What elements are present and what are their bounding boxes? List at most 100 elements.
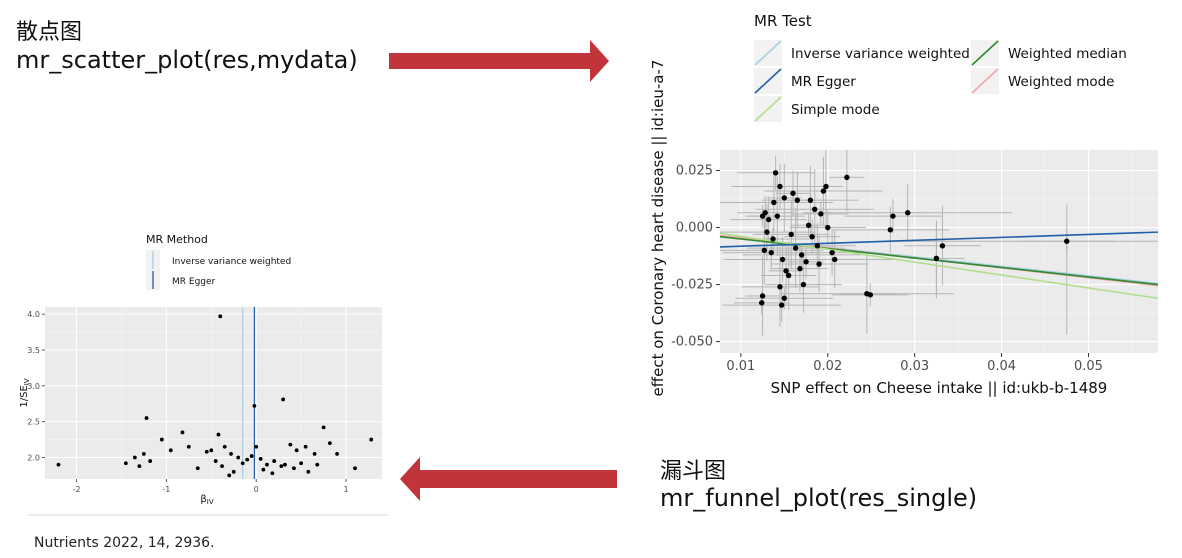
funnel-title-cn: 漏斗图 [660, 459, 727, 484]
scatter-y-tick-label: 0.000 [676, 221, 713, 236]
funnel-point [315, 462, 320, 467]
scatter-legend-key-line [971, 40, 999, 66]
funnel-vertical-lines [242, 307, 255, 479]
scatter-legend-key-line [754, 96, 782, 122]
funnel-legend-label: Inverse variance weighted [172, 257, 291, 267]
scatter-point [823, 183, 829, 190]
funnel-point [353, 466, 357, 471]
funnel-point [306, 469, 311, 474]
funnel-point [144, 416, 149, 420]
funnel-point [213, 459, 218, 463]
scatter-point [764, 229, 770, 235]
scatter-point [890, 213, 896, 219]
funnel-point [254, 444, 259, 449]
funnel-point [204, 449, 209, 454]
funnel-point [281, 397, 286, 402]
funnel-point [195, 466, 200, 471]
scatter-legend-key-line [754, 40, 782, 66]
scatter-point [772, 170, 779, 176]
funnel-point [249, 454, 254, 458]
scatter-point [933, 255, 940, 262]
funnel-y-tick-label: 4.0 [27, 310, 40, 319]
funnel-legend-label: MR Egger [172, 277, 216, 287]
scatter-x-ticks: 0.01 0.02 0.03 0.04 0.05 [726, 353, 1103, 374]
funnel-y-tick-label: 2.5 [27, 418, 40, 427]
funnel-point [236, 455, 241, 460]
scatter-point [887, 227, 894, 233]
funnel-point [231, 469, 236, 474]
scatter-point [777, 183, 783, 190]
funnel-point [270, 471, 275, 476]
scatter-x-tick-label: 0.05 [1074, 359, 1103, 374]
scatter-x-tick-label: 0.04 [987, 359, 1016, 374]
scatter-point [1064, 238, 1070, 244]
scatter-point [844, 174, 850, 181]
funnel-point [312, 452, 317, 456]
scatter-line-mr-egger [719, 231, 1159, 248]
funnel-points [56, 314, 374, 478]
scatter-point [797, 265, 803, 272]
funnel-point [294, 448, 299, 453]
funnel-x-tick-label: -1 [162, 485, 170, 494]
funnel-point [258, 457, 263, 461]
scatter-point [779, 256, 786, 263]
scatter-legend-title: MR Test [754, 12, 812, 30]
scatter-y-tick-label: 0.025 [676, 164, 713, 179]
scatter-point [794, 197, 801, 203]
scatter-legend-label: Weighted mode [1008, 74, 1114, 90]
scatter-point [800, 281, 807, 288]
funnel-point [186, 444, 191, 449]
funnel-point [265, 462, 269, 467]
scatter-point [765, 216, 772, 223]
funnel-point [299, 461, 304, 466]
funnel-point [209, 448, 214, 453]
funnel-panel-background [45, 307, 382, 479]
scatter-point [829, 249, 835, 256]
funnel-point [272, 459, 277, 463]
scatter-point [809, 233, 815, 240]
funnel-code-caption: mr_funnel_plot(res_single) [660, 484, 978, 512]
funnel-point [168, 448, 173, 453]
scatter-legend-key-line [971, 68, 999, 94]
funnel-x-tick-label: 1 [344, 485, 349, 494]
scatter-point [770, 236, 776, 242]
scatter-x-tick-label: 0.01 [726, 359, 755, 374]
scatter-legend-label: Inverse variance weighted [791, 46, 970, 62]
scatter-point [867, 292, 874, 298]
funnel-point [245, 457, 250, 462]
scatter-y-axis-label: effect on Coronary heart disease || id:i… [649, 60, 667, 397]
funnel-point [335, 452, 339, 456]
scatter-point [759, 293, 766, 299]
funnel-legend: MR Method Inverse variance weighted MR Egg… [146, 233, 291, 290]
funnel-x-tick-label: 0 [254, 485, 259, 494]
funnel-point [288, 442, 293, 447]
scatter-point [798, 252, 805, 258]
funnel-y-tick-label: 3.5 [27, 346, 40, 355]
funnel-point [227, 473, 232, 478]
scatter-points [759, 170, 1070, 308]
funnel-grid [45, 307, 382, 479]
funnel-point [369, 437, 374, 442]
scatter-point [783, 268, 789, 274]
funnel-point [180, 430, 185, 435]
scatter-point [814, 243, 821, 249]
funnel-point [292, 466, 296, 471]
funnel-point [261, 467, 266, 472]
source-citation: Nutrients 2022, 14, 2936. [34, 535, 215, 551]
scatter-legend-key-line [754, 68, 782, 94]
funnel-point [123, 461, 128, 466]
scatter-point [788, 231, 794, 238]
funnel-point [321, 425, 326, 430]
funnel-legend-title: MR Method [146, 233, 208, 246]
scatter-point [905, 210, 911, 216]
scatter-title-cn: 散点图 [16, 20, 83, 45]
scatter-point [774, 213, 781, 219]
funnel-y-axis-label: 1/SEIV [19, 378, 31, 407]
scatter-point [785, 272, 792, 279]
funnel-point [279, 464, 284, 468]
funnel-point [252, 404, 257, 408]
funnel-x-ticks: -2 -1 0 1 [72, 479, 349, 494]
funnel-y-tick-label: 2.0 [27, 454, 40, 463]
